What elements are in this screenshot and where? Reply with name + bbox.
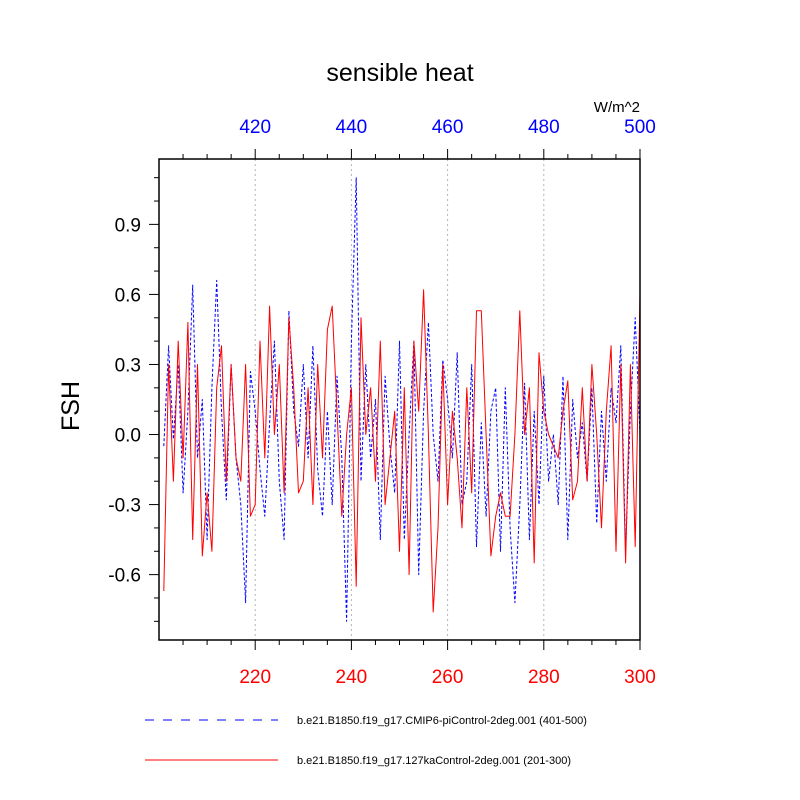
x-bottom-tick-label: 280	[528, 667, 560, 688]
axes: -0.6 -0.3 0.0 0.3 0.6 0.9 220 240 260 280 300 420 44…	[108, 117, 656, 688]
y-tick-label: 0.0	[115, 426, 141, 447]
y-tick-label: 0.3	[115, 355, 141, 376]
series-line-0: b.e21.B1850.f19_g17.CMIP6-piControl-2deg…	[163, 177, 641, 622]
series-lines: b.e21.B1850.f19_g17.CMIP6-piControl-2deg…	[163, 177, 641, 622]
x-bottom-tick-label: 220	[239, 667, 271, 688]
legend-label-piControl: b.e21.B1850.f19_g17.CMIP6-piControl-2deg…	[297, 715, 587, 727]
y-tick-label: -0.6	[108, 566, 141, 587]
chart-title: sensible heat	[326, 59, 473, 87]
x-bottom-tick-label: 300	[624, 667, 656, 688]
legend: b.e21.B1850.f19_g17.CMIP6-piControl-2deg…	[145, 715, 587, 767]
x-top-tick-label: 500	[624, 117, 656, 138]
legend-label-127ka: b.e21.B1850.f19_g17.127kaControl-2deg.00…	[297, 755, 571, 767]
x-bottom-tick-label: 260	[432, 667, 464, 688]
x-top-tick-label: 420	[239, 117, 271, 138]
grid-lines	[254, 159, 545, 640]
y-tick-label: 0.6	[115, 285, 141, 306]
y-tick-label: -0.3	[108, 496, 141, 517]
x-top-tick-label: 440	[336, 117, 368, 138]
series-line-1: b.e21.B1850.f19_g17.127kaControl-2deg.00…	[163, 289, 641, 613]
x-top-tick-label: 460	[432, 117, 464, 138]
y-axis-label: FSH	[57, 381, 85, 431]
y-tick-label: 0.9	[115, 215, 141, 236]
x-top-tick-label: 480	[528, 117, 560, 138]
units-label: W/m^2	[594, 99, 640, 116]
x-bottom-tick-label: 240	[336, 667, 368, 688]
